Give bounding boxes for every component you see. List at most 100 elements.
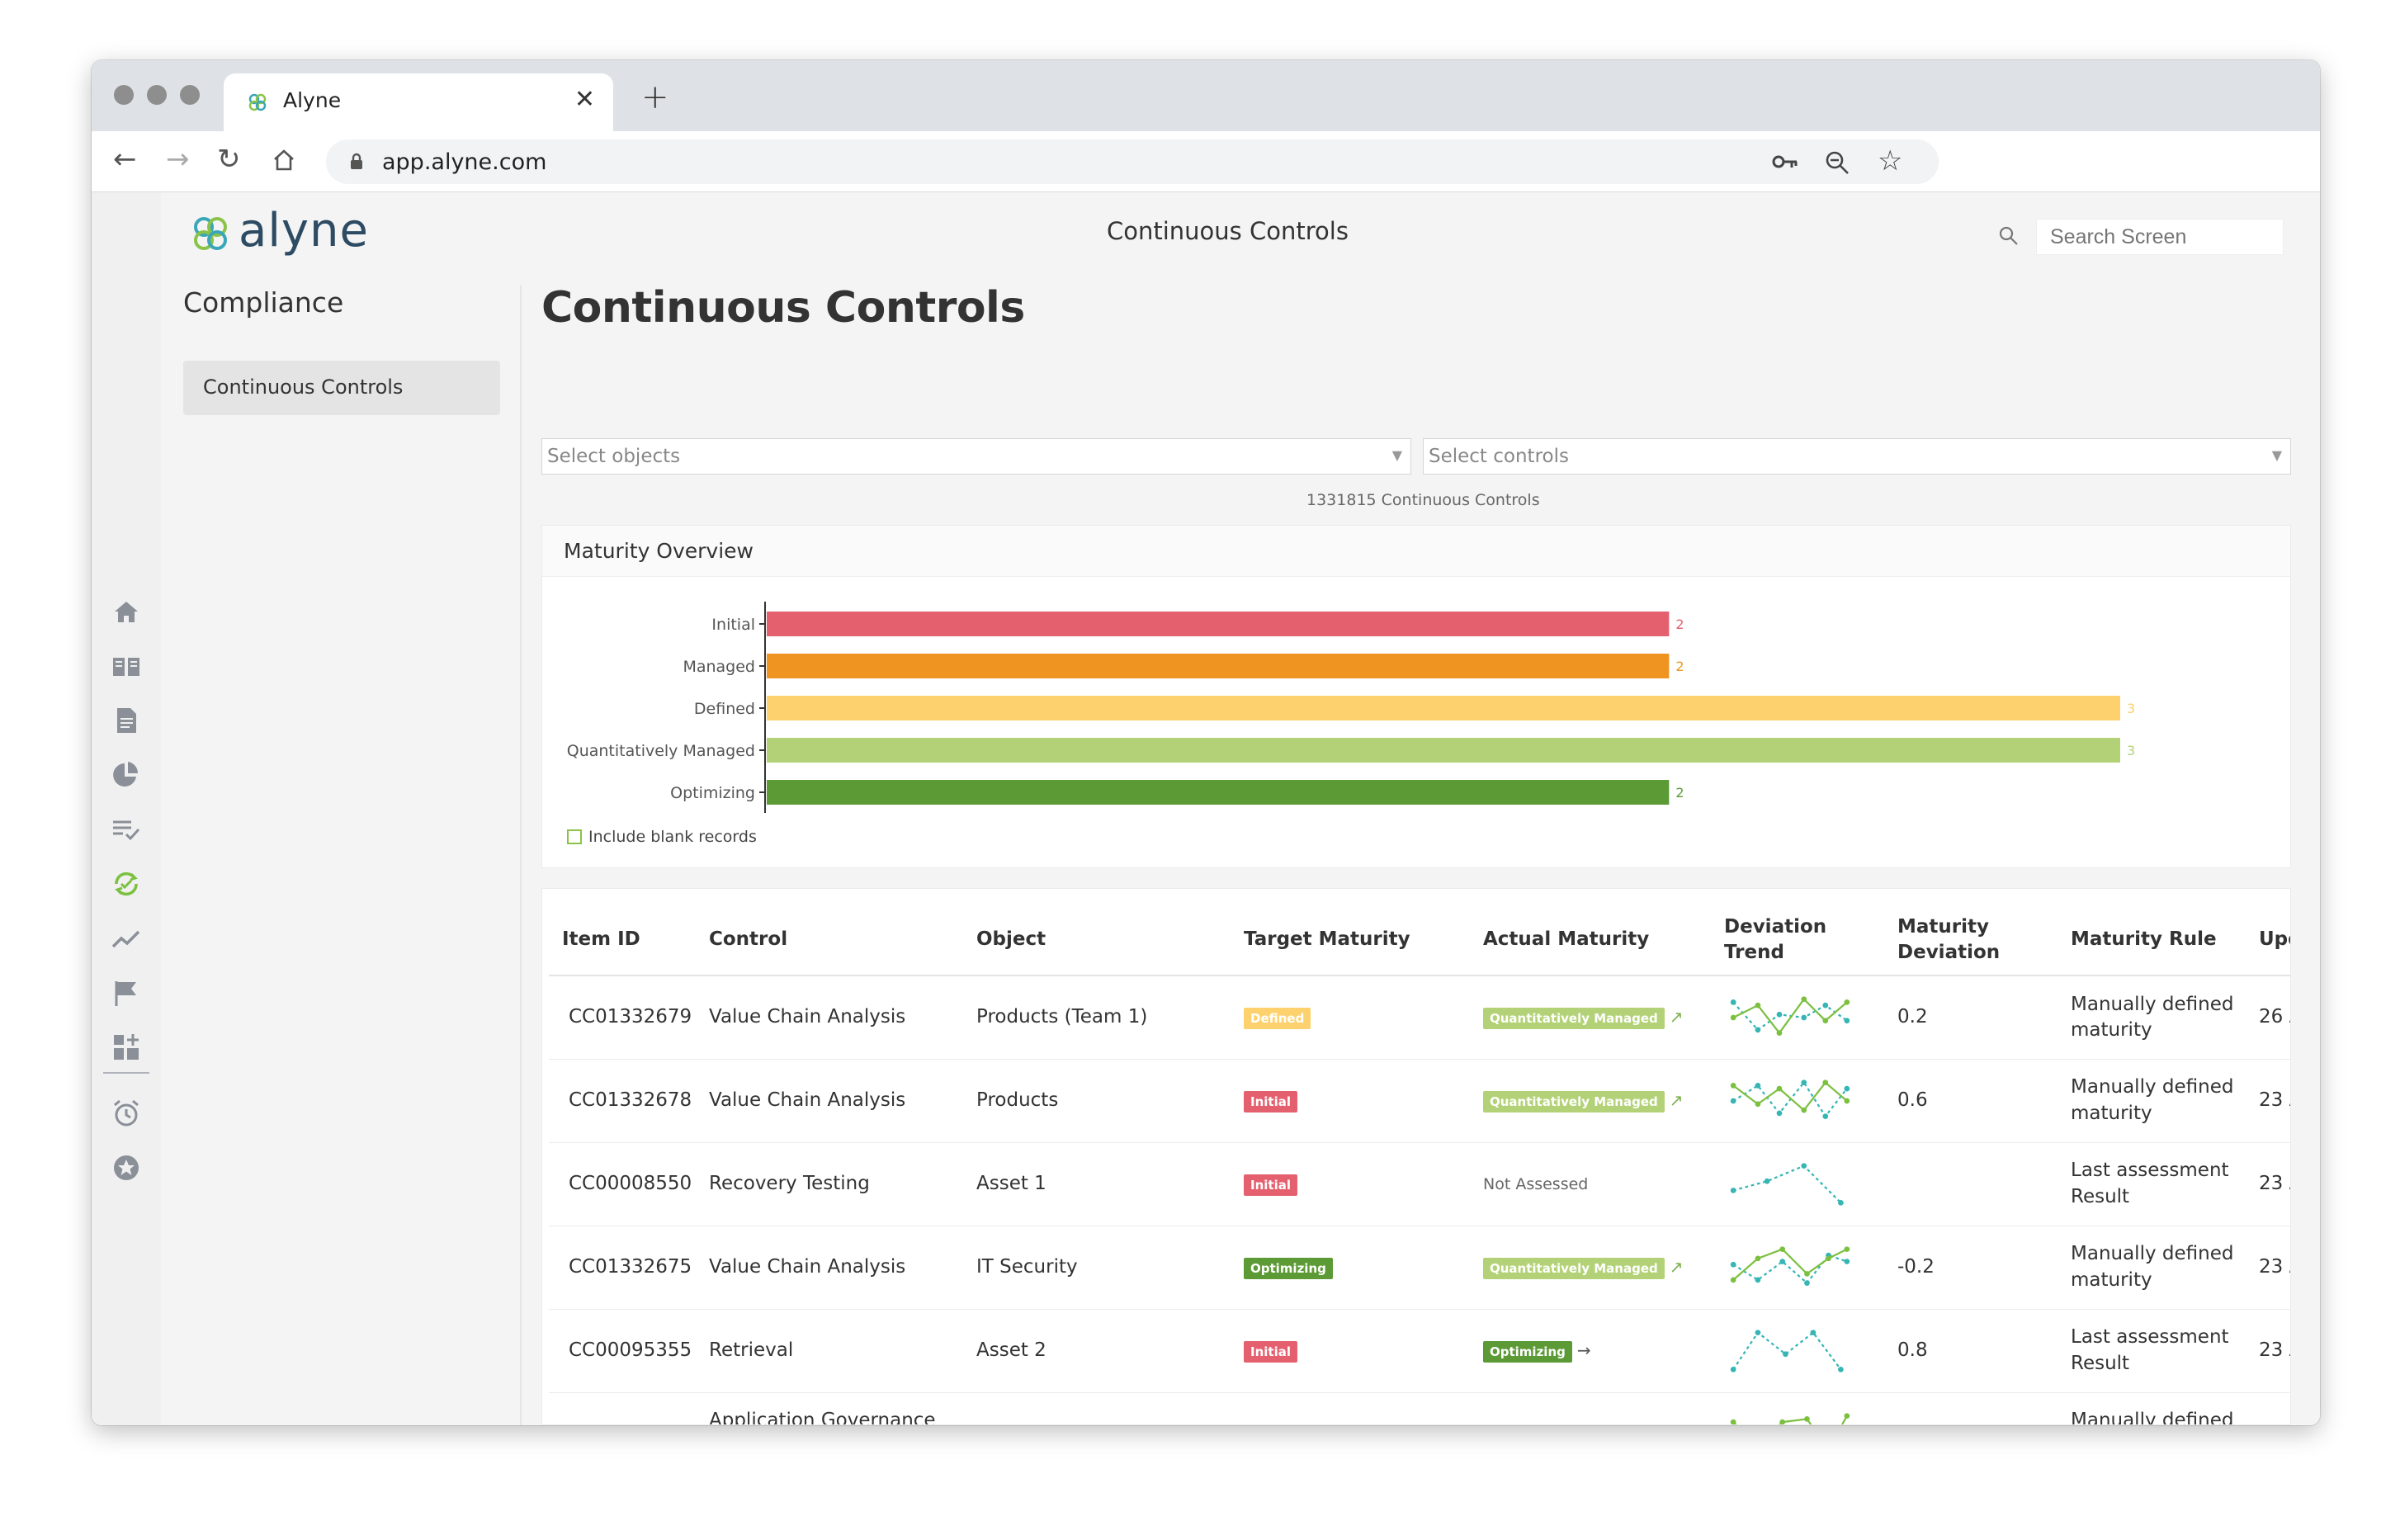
new-tab-button[interactable]: +: [641, 78, 669, 116]
alarm-icon[interactable]: [106, 1094, 146, 1133]
deviation-trend-cell: [1711, 1226, 1884, 1310]
bar-quantitatively-managed[interactable]: [767, 738, 2120, 763]
actual-maturity-badge: Quantitatively Managed: [1483, 1008, 1665, 1030]
sparkline-point: [1838, 1366, 1844, 1372]
col-object[interactable]: Object: [963, 905, 1231, 976]
sparkline-point: [1804, 1415, 1810, 1422]
col-target-maturity[interactable]: Target Maturity: [1231, 905, 1470, 976]
bar-initial[interactable]: [767, 612, 1670, 636]
icon-rail: [92, 192, 161, 1425]
sparkline-point: [1826, 1254, 1831, 1261]
sparkline-point: [1844, 1098, 1850, 1103]
control-cell: Value Chain Analysis: [696, 1059, 963, 1143]
sparkline-point: [1755, 1082, 1761, 1089]
actual-maturity-badge: Defined: [1483, 1424, 1550, 1425]
maturity-overview-card: Maturity Overview Initial 2 Managed 2 Define…: [541, 525, 2291, 868]
continuous-controls-icon[interactable]: [106, 864, 146, 904]
library-icon[interactable]: [106, 646, 146, 686]
back-arrow-icon[interactable]: ←: [113, 143, 137, 176]
col-item-id[interactable]: Item ID: [549, 905, 696, 976]
item-id-cell: CC00095355: [549, 1309, 696, 1393]
table-row[interactable]: CC00095355 Retrieval Asset 2 Initial Optimiz…: [549, 1309, 2290, 1393]
bar-value-label: 2: [1675, 616, 1684, 632]
address-bar[interactable]: app.alyne.com ☆: [326, 139, 1939, 184]
home-icon[interactable]: [106, 592, 146, 631]
home-button-icon[interactable]: [272, 148, 296, 172]
close-tab-icon[interactable]: ✕: [574, 85, 595, 114]
app-area: alyne Compliance Continuous Controls Con…: [92, 192, 2320, 1425]
close-window-button[interactable]: [114, 85, 134, 105]
table-row[interactable]: CC01332678 Value Chain Analysis Products In…: [549, 1059, 2290, 1143]
zoom-icon[interactable]: [1825, 150, 1850, 175]
object-cell: IT Security: [963, 1226, 1231, 1310]
actual-maturity-cell: Quantitatively Managed ↗: [1470, 1059, 1711, 1143]
include-blank-records-checkbox[interactable]: Include blank records: [567, 828, 757, 846]
forward-arrow-icon[interactable]: →: [166, 143, 190, 176]
col-maturity-rule[interactable]: Maturity Rule: [2057, 905, 2246, 976]
col-control[interactable]: Control: [696, 905, 963, 976]
url-text: app.alyne.com: [382, 149, 547, 175]
table-row[interactable]: CC01332675 Value Chain Analysis IT Securit…: [549, 1226, 2290, 1310]
trend-up-icon: ↗: [1555, 1424, 1569, 1425]
actual-maturity-badge: Quantitatively Managed: [1483, 1090, 1665, 1113]
chevron-down-icon: ▼: [1391, 447, 1402, 463]
maturity-rule-cell: Manually defined maturity: [2057, 975, 2246, 1060]
select-controls-placeholder: Select controls: [1429, 446, 1569, 467]
leftnav-divider: [520, 285, 522, 1425]
sparkline-point: [1730, 999, 1736, 1005]
bar-value-label: 2: [1675, 659, 1684, 674]
dashboard-icon[interactable]: [106, 1027, 146, 1067]
col-actual-maturity[interactable]: Actual Maturity: [1470, 905, 1711, 976]
checklist-icon[interactable]: [106, 810, 146, 849]
sparkline-point: [1844, 1258, 1850, 1264]
select-objects-dropdown[interactable]: Select objects ▼: [541, 438, 1411, 475]
table-row[interactable]: CC01332679 Value Chain Analysis Products (…: [549, 975, 2290, 1060]
maturity-chart: Initial 2 Managed 2 Defined 3 Quantitatively M…: [542, 577, 2292, 869]
bar-managed[interactable]: [767, 654, 1670, 678]
star-icon[interactable]: [106, 1148, 146, 1188]
actual-maturity-badge: Optimizing: [1483, 1340, 1572, 1363]
sparkline-point: [1755, 1277, 1761, 1283]
maximize-window-button[interactable]: [180, 85, 200, 105]
controls-count: 1331815 Continuous Controls: [1306, 491, 1540, 509]
pie-chart-icon[interactable]: [106, 755, 146, 795]
search-icon[interactable]: [1998, 225, 2020, 247]
search-input[interactable]: [2036, 219, 2284, 255]
sparkline-point: [1844, 1018, 1850, 1023]
target-maturity-cell: Initial: [1231, 1309, 1470, 1393]
trend-icon[interactable]: [106, 919, 146, 958]
reload-icon[interactable]: ↻: [217, 143, 241, 176]
browser-tab[interactable]: Alyne ✕: [224, 73, 613, 131]
key-icon[interactable]: [1772, 153, 1798, 171]
leftnav-item-continuous-controls[interactable]: Continuous Controls: [183, 361, 500, 415]
bookmark-star-icon[interactable]: ☆: [1878, 144, 1903, 177]
col-maturity-deviation[interactable]: Maturity Deviation: [1884, 905, 2057, 976]
alyne-favicon-icon: [248, 93, 267, 111]
minimize-window-button[interactable]: [147, 85, 167, 105]
category-label: Defined: [694, 700, 755, 718]
bar-optimizing[interactable]: [767, 780, 1670, 805]
col-updated[interactable]: Upda: [2246, 905, 2290, 976]
item-id-cell: CC00764238: [549, 1392, 696, 1424]
sparkline-point: [1755, 1100, 1761, 1107]
object-cell: HR: [963, 1392, 1231, 1424]
col-deviation-trend[interactable]: Deviation Trend: [1711, 905, 1884, 976]
document-icon[interactable]: [106, 701, 146, 740]
item-id-cell: CC00008550: [549, 1142, 696, 1226]
item-id-cell: CC01332678: [549, 1059, 696, 1143]
sparkline-series: [1732, 1164, 1842, 1203]
object-cell: Asset 2: [963, 1309, 1231, 1393]
table-row[interactable]: CC00008550 Recovery Testing Asset 1 Initial…: [549, 1142, 2290, 1226]
bar-defined[interactable]: [767, 696, 2120, 720]
maturity-deviation-cell: 0.2: [1884, 975, 2057, 1060]
maturity-rule-cell: Last assessment Result: [2057, 1309, 2246, 1393]
sparkline-point: [1730, 1366, 1736, 1372]
select-controls-dropdown[interactable]: Select controls ▼: [1423, 438, 2291, 475]
flag-icon[interactable]: [106, 973, 146, 1013]
table-row[interactable]: CC00764238Application Governance ScopeHR…: [549, 1392, 2290, 1425]
bar-value-label: 3: [2127, 701, 2135, 716]
trend-flat-icon: →: [1576, 1339, 1591, 1360]
maturity-deviation-cell: 0.6: [1884, 1059, 2057, 1143]
sparkline-point: [1730, 1098, 1736, 1103]
sparkline-point: [1776, 1011, 1783, 1018]
